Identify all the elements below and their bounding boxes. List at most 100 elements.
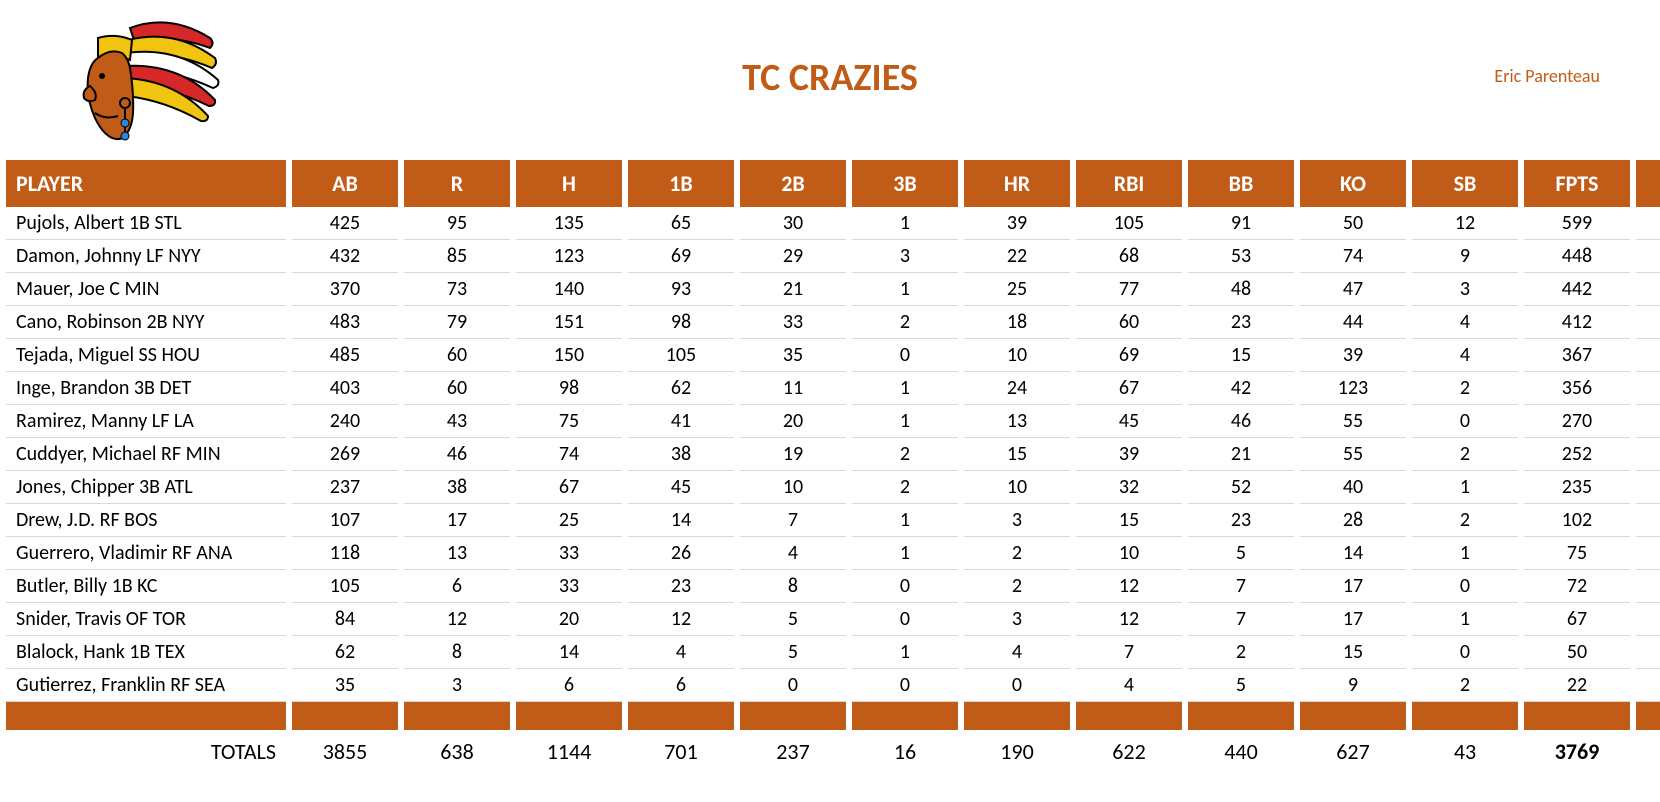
stat-cell: 0.275 xyxy=(1636,438,1660,471)
stat-cell: 367 xyxy=(1524,339,1630,372)
stat-cell: 35 xyxy=(292,669,398,702)
totals-cell: 622 xyxy=(1076,730,1182,773)
table-row: Tejada, Miguel SS HOU4856015010535010691… xyxy=(6,339,1660,372)
stat-cell: 79 xyxy=(404,306,510,339)
stat-cell: 1 xyxy=(852,405,958,438)
player-cell: Blalock, Hank 1B TEX xyxy=(6,636,286,669)
stat-cell: 22 xyxy=(964,240,1070,273)
stat-cell: 3 xyxy=(404,669,510,702)
stat-cell: 105 xyxy=(292,570,398,603)
stat-cell: 1 xyxy=(852,636,958,669)
totals-cell: 237 xyxy=(740,730,846,773)
stat-cell: 4 xyxy=(1076,669,1182,702)
stat-cell: 5 xyxy=(1188,669,1294,702)
stat-cell: 2 xyxy=(852,471,958,504)
stat-cell: 47 xyxy=(1300,273,1406,306)
stat-cell: 0.313 xyxy=(1636,405,1660,438)
stat-cell: 8 xyxy=(404,636,510,669)
player-cell: Gutierrez, Franklin RF SEA xyxy=(6,669,286,702)
totals-cell: 701 xyxy=(628,730,734,773)
stat-cell: 425 xyxy=(292,207,398,240)
stat-cell: 0.280 xyxy=(1636,537,1660,570)
stat-cell: 3 xyxy=(852,240,958,273)
totals-cell: 43 xyxy=(1412,730,1518,773)
stat-cell: 0 xyxy=(852,570,958,603)
stat-cell: 0.378 xyxy=(1636,273,1660,306)
stat-cell: 7 xyxy=(1188,603,1294,636)
table-row: Damon, Johnny LF NYY43285123692932268537… xyxy=(6,240,1660,273)
table-row: Mauer, Joe C MIN370731409321125774847344… xyxy=(6,273,1660,306)
col-rbi: RBI xyxy=(1076,160,1182,207)
stat-cell: 105 xyxy=(1076,207,1182,240)
team-logo-icon xyxy=(40,8,240,158)
separator-row xyxy=(6,702,1660,730)
stat-cell: 0.238 xyxy=(1636,603,1660,636)
separator-cell xyxy=(964,702,1070,730)
separator-cell xyxy=(740,702,846,730)
stat-cell: 3 xyxy=(964,504,1070,537)
stat-cell: 118 xyxy=(292,537,398,570)
col-fpts: FPTS xyxy=(1524,160,1630,207)
stat-cell: 1 xyxy=(852,273,958,306)
separator-cell xyxy=(1524,702,1630,730)
stat-cell: 84 xyxy=(292,603,398,636)
stat-cell: 73 xyxy=(404,273,510,306)
stat-cell: 17 xyxy=(404,504,510,537)
stat-cell: 25 xyxy=(964,273,1070,306)
stat-cell: 48 xyxy=(1188,273,1294,306)
stat-cell: 98 xyxy=(516,372,622,405)
stat-cell: 35 xyxy=(740,339,846,372)
stat-cell: 150 xyxy=(516,339,622,372)
stat-cell: 7 xyxy=(1076,636,1182,669)
player-cell: Inge, Brandon 3B DET xyxy=(6,372,286,405)
player-cell: Drew, J.D. RF BOS xyxy=(6,504,286,537)
table-row: Snider, Travis OF TOR8412201250312717167… xyxy=(6,603,1660,636)
stat-cell: 23 xyxy=(628,570,734,603)
stat-cell: 599 xyxy=(1524,207,1630,240)
stat-cell: 43 xyxy=(404,405,510,438)
stat-cell: 2 xyxy=(1412,372,1518,405)
stat-cell: 0 xyxy=(852,669,958,702)
stat-cell: 12 xyxy=(404,603,510,636)
col-h: H xyxy=(516,160,622,207)
stat-cell: 0.314 xyxy=(1636,570,1660,603)
stat-cell: 1 xyxy=(852,537,958,570)
stat-cell: 237 xyxy=(292,471,398,504)
stat-cell: 30 xyxy=(740,207,846,240)
stat-cell: 3 xyxy=(964,603,1070,636)
stat-cell: 15 xyxy=(1188,339,1294,372)
separator-cell xyxy=(628,702,734,730)
stat-cell: 38 xyxy=(628,438,734,471)
stat-cell: 40 xyxy=(1300,471,1406,504)
stat-cell: 15 xyxy=(964,438,1070,471)
stat-cell: 39 xyxy=(1076,438,1182,471)
header: TC CRAZIES Eric Parenteau xyxy=(0,0,1660,160)
stat-cell: 0 xyxy=(1412,570,1518,603)
stat-cell: 135 xyxy=(516,207,622,240)
stat-cell: 0.234 xyxy=(1636,504,1660,537)
stat-cell: 4 xyxy=(964,636,1070,669)
stat-cell: 21 xyxy=(740,273,846,306)
stat-cell: 2 xyxy=(1412,504,1518,537)
table-row: Pujols, Albert 1B STL4259513565301391059… xyxy=(6,207,1660,240)
stat-cell: 483 xyxy=(292,306,398,339)
table-header-row: PLAYER AB R H 1B 2B 3B HR RBI BB KO SB F… xyxy=(6,160,1660,207)
table-row: Cano, Robinson 2B NYY4837915198332186023… xyxy=(6,306,1660,339)
stat-cell: 0 xyxy=(1412,636,1518,669)
totals-cell: 16 xyxy=(852,730,958,773)
table-row: Inge, Brandon 3B DET40360986211124674212… xyxy=(6,372,1660,405)
stat-cell: 50 xyxy=(1524,636,1630,669)
stat-cell: 14 xyxy=(1300,537,1406,570)
separator-cell xyxy=(516,702,622,730)
stat-cell: 2 xyxy=(1412,438,1518,471)
separator-cell xyxy=(6,702,286,730)
stat-cell: 2 xyxy=(852,306,958,339)
stat-cell: 0 xyxy=(964,669,1070,702)
stat-cell: 44 xyxy=(1300,306,1406,339)
stat-cell: 72 xyxy=(1524,570,1630,603)
stat-cell: 12 xyxy=(1076,603,1182,636)
stat-cell: 2 xyxy=(1412,669,1518,702)
player-cell: Cuddyer, Michael RF MIN xyxy=(6,438,286,471)
stat-cell: 33 xyxy=(516,537,622,570)
stat-cell: 4 xyxy=(628,636,734,669)
